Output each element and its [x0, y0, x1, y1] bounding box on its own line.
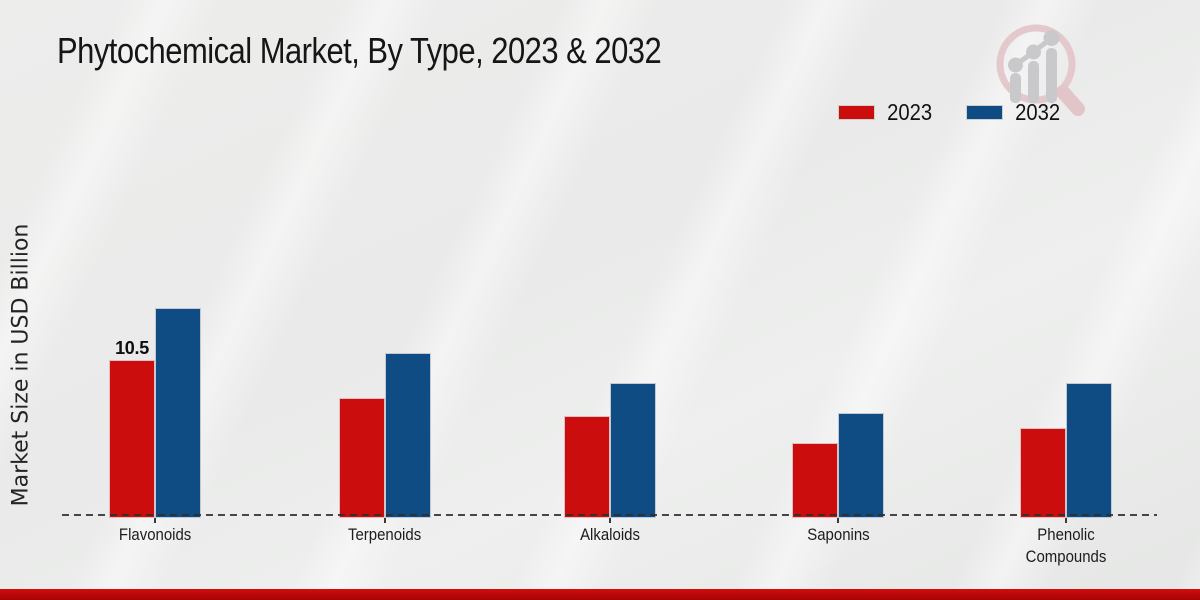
- legend-label-2032: 2032: [1015, 99, 1061, 125]
- chart-title: Phytochemical Market, By Type, 2023 & 20…: [57, 30, 662, 71]
- watermark-logo-icon: [996, 24, 1085, 116]
- magnifier-handle-icon: [1056, 85, 1085, 116]
- footer-accent-bar: [0, 589, 1200, 600]
- bar-2023-phenolic-compounds: [1020, 428, 1066, 518]
- data-label-2023-flavonoids: 10.5: [115, 338, 149, 358]
- category-label-terpenoids: Terpenoids: [348, 525, 422, 544]
- x-axis-tick-flavonoids: [154, 518, 156, 523]
- x-axis-tick-saponins: [837, 518, 839, 523]
- legend-item-2032: 2032: [966, 101, 1063, 124]
- bar-2032-phenolic-compounds: [1066, 383, 1112, 518]
- category-label-phenolic-compounds: Phenolic Compounds: [1025, 525, 1107, 567]
- legend-swatch-2032: [966, 105, 1004, 120]
- legend-item-2023: 2023: [838, 101, 935, 124]
- category-label-alkaloids: Alkaloids: [580, 525, 640, 544]
- bar-2032-saponins: [838, 413, 884, 518]
- bar-2023-alkaloids: [564, 416, 610, 518]
- growth-bars-icon: [1008, 30, 1060, 103]
- bar-2032-flavonoids: [155, 308, 201, 518]
- y-axis-label: Market Size in USD Billion: [8, 223, 34, 507]
- bar-2032-terpenoids: [385, 353, 431, 518]
- bar-2023-saponins: [792, 443, 838, 518]
- legend-swatch-2023: [838, 105, 875, 120]
- x-axis-tick-terpenoids: [384, 518, 386, 523]
- bar-2023-flavonoids: [109, 360, 155, 518]
- x-axis-tick-phenolic-compounds: [1065, 518, 1067, 523]
- category-label-flavonoids: Flavonoids: [118, 525, 192, 544]
- bar-2032-alkaloids: [610, 383, 656, 518]
- legend-label-2023: 2023: [887, 99, 933, 125]
- bar-2023-terpenoids: [339, 398, 385, 518]
- legend: 2023 2032: [838, 101, 1063, 124]
- x-axis-tick-alkaloids: [609, 518, 611, 523]
- category-label-saponins: Saponins: [806, 525, 870, 544]
